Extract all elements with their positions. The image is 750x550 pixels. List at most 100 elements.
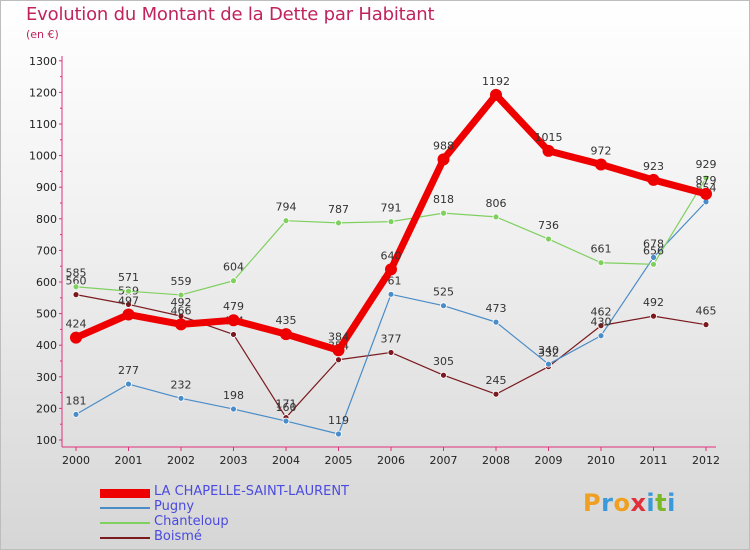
data-label: 245	[486, 374, 507, 387]
data-point	[492, 390, 500, 398]
data-label: 787	[328, 203, 349, 216]
data-label: 806	[486, 197, 507, 210]
data-label: 571	[118, 271, 139, 284]
data-label: 435	[276, 314, 297, 327]
data-label: 661	[591, 243, 612, 256]
data-label: 929	[696, 158, 717, 171]
data-point	[595, 158, 607, 171]
y-tick-label: 300	[36, 371, 57, 384]
data-point	[175, 318, 187, 331]
data-point	[227, 314, 240, 327]
data-point	[230, 277, 237, 285]
data-point	[335, 219, 342, 227]
data-point	[437, 153, 450, 166]
data-label: 972	[591, 144, 612, 157]
unit-label: (en €)	[26, 28, 59, 41]
data-label: 678	[643, 237, 664, 250]
data-point	[335, 356, 342, 364]
data-label: 377	[381, 332, 402, 345]
data-label: 466	[171, 304, 192, 317]
data-label: 923	[643, 160, 664, 173]
data-point	[440, 209, 447, 217]
x-tick-label: 2006	[377, 454, 405, 467]
data-point	[387, 349, 395, 356]
data-point	[440, 302, 447, 310]
data-point	[387, 218, 395, 226]
data-label: 879	[696, 174, 717, 187]
data-label: 640	[381, 249, 402, 262]
x-tick-label: 2008	[482, 454, 510, 467]
data-point	[332, 344, 345, 357]
legend-label: LA CHAPELLE-SAINT-LAURENT	[154, 484, 349, 499]
data-point	[125, 380, 132, 388]
y-tick-label: 1200	[29, 86, 57, 99]
data-point	[282, 417, 290, 425]
data-label: 585	[66, 267, 87, 280]
x-tick-label: 2002	[167, 454, 195, 467]
data-label: 492	[171, 296, 192, 309]
data-label: 794	[276, 201, 297, 214]
y-tick-label: 400	[36, 339, 57, 352]
data-point	[440, 371, 447, 379]
data-point	[700, 187, 712, 200]
y-tick-label: 500	[36, 308, 57, 321]
x-tick-label: 2003	[220, 454, 248, 467]
data-point	[597, 322, 605, 330]
series-line	[75, 201, 707, 435]
logo-letter: i	[667, 489, 676, 517]
y-tick-label: 200	[36, 402, 57, 415]
data-label: 465	[696, 305, 717, 318]
data-label: 340	[538, 344, 559, 357]
x-tick-label: 2010	[587, 454, 615, 467]
legend-label: Pugny	[154, 499, 195, 514]
data-label: 497	[118, 295, 139, 308]
data-point	[597, 259, 605, 267]
data-label: 479	[223, 300, 244, 313]
data-point	[72, 411, 80, 418]
data-point	[650, 312, 657, 320]
y-tick-label: 1300	[29, 55, 57, 68]
data-point	[650, 260, 657, 268]
data-label: 430	[591, 316, 612, 329]
y-tick-label: 100	[36, 434, 57, 447]
data-point	[122, 308, 135, 321]
data-point	[177, 291, 185, 299]
logo-letter: o	[613, 489, 631, 517]
data-point	[70, 331, 82, 344]
brand-logo: Proxiti	[583, 489, 676, 517]
data-point	[597, 332, 605, 340]
data-point	[282, 217, 290, 225]
data-label: 818	[433, 193, 454, 206]
data-point	[125, 287, 132, 295]
data-label: 384	[328, 330, 349, 343]
y-tick-label: 800	[36, 213, 57, 226]
data-label: 181	[66, 394, 87, 407]
data-label: 305	[433, 355, 454, 368]
y-tick-label: 1000	[29, 150, 57, 163]
data-label: 736	[538, 219, 559, 232]
data-point	[280, 328, 292, 341]
data-label: 119	[328, 414, 349, 427]
data-label: 277	[118, 364, 139, 377]
data-label: 232	[171, 378, 192, 391]
data-label: 988	[433, 139, 454, 152]
x-tick-label: 2001	[115, 454, 143, 467]
data-label: 462	[591, 306, 612, 319]
data-label: 525	[433, 286, 454, 299]
data-point	[492, 318, 500, 326]
y-tick-label: 1100	[29, 118, 57, 131]
data-point	[545, 360, 552, 368]
logo-letter: t	[655, 489, 668, 517]
logo-letter: P	[583, 489, 602, 517]
chart-title: Evolution du Montant de la Dette par Hab…	[26, 4, 435, 25]
legend-swatch	[100, 537, 150, 539]
legend-swatch	[100, 507, 150, 509]
data-point	[72, 283, 80, 291]
logo-letter: x	[630, 489, 647, 517]
data-point	[702, 174, 710, 182]
logo-letter: i	[646, 489, 656, 517]
x-tick-label: 2011	[640, 454, 668, 467]
data-label: 560	[66, 275, 87, 288]
data-label: 332	[538, 347, 559, 360]
